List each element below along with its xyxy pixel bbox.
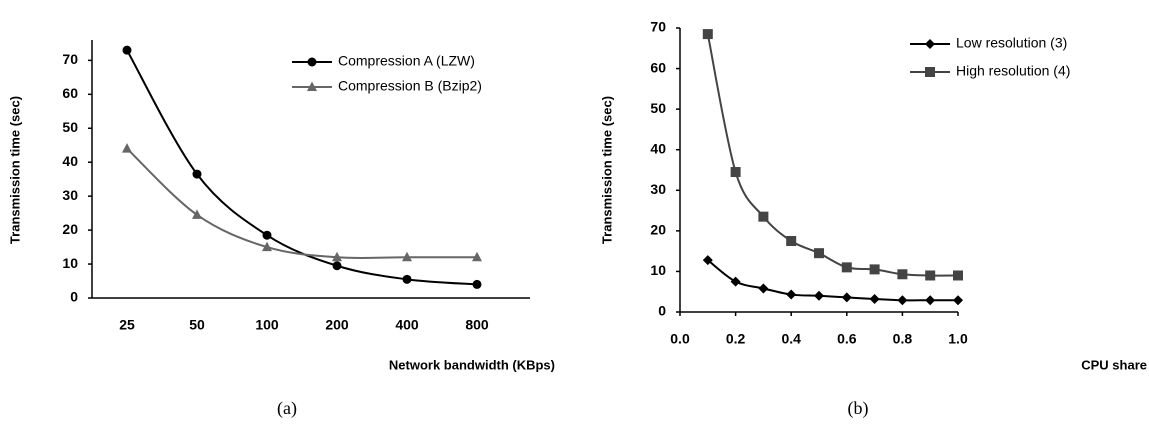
data-point xyxy=(262,230,272,240)
data-point xyxy=(402,274,412,284)
legend-marker xyxy=(307,57,317,67)
data-point xyxy=(472,279,482,289)
data-point xyxy=(869,264,880,275)
data-point xyxy=(897,295,908,306)
y-axis-title: Transmission time (sec) xyxy=(7,96,22,244)
series-line xyxy=(706,33,959,277)
caption: (b) xyxy=(848,398,869,419)
x-tick-label: 0.8 xyxy=(893,331,913,347)
x-tick-label: 1.0 xyxy=(948,331,968,347)
data-point xyxy=(192,169,202,179)
data-point xyxy=(262,241,272,252)
data-point xyxy=(730,276,741,287)
x-tick-label: 0.2 xyxy=(726,331,746,347)
data-point xyxy=(702,255,713,266)
data-point xyxy=(472,251,482,262)
y-tick-label: 70 xyxy=(62,51,78,67)
data-point xyxy=(897,269,908,280)
y-tick-label: 20 xyxy=(650,222,666,238)
legend-label: Compression B (Bzip2) xyxy=(338,78,482,94)
y-tick-label: 30 xyxy=(650,181,666,197)
data-point xyxy=(702,29,713,40)
y-tick-label: 40 xyxy=(650,140,666,156)
data-point xyxy=(758,211,769,222)
x-tick-label: 200 xyxy=(325,317,349,333)
data-point xyxy=(402,251,412,262)
data-point xyxy=(814,248,824,259)
data-point xyxy=(122,143,132,153)
y-tick-label: 40 xyxy=(62,153,78,169)
data-point xyxy=(332,251,342,262)
legend-label: High resolution (4) xyxy=(956,63,1070,79)
x-axis-title: CPU share xyxy=(1081,357,1147,372)
y-tick-label: 0 xyxy=(658,303,666,319)
x-tick-label: 50 xyxy=(189,317,205,333)
y-tick-label: 0 xyxy=(70,289,78,305)
legend-label: Compression A (LZW) xyxy=(338,53,475,69)
y-tick-label: 50 xyxy=(62,119,78,135)
data-point xyxy=(925,295,936,306)
legend-label: Low resolution (3) xyxy=(956,35,1067,51)
x-tick-label: 400 xyxy=(395,317,419,333)
data-point xyxy=(925,270,936,281)
y-tick-label: 50 xyxy=(650,100,666,116)
y-tick-label: 20 xyxy=(62,221,78,237)
series-line xyxy=(126,147,477,260)
x-axis-title: Network bandwidth (KBps) xyxy=(389,357,555,372)
data-point xyxy=(869,294,880,305)
legend-marker xyxy=(925,67,935,77)
y-tick-label: 60 xyxy=(650,59,666,75)
data-point xyxy=(786,236,797,246)
data-point xyxy=(814,290,824,301)
data-point xyxy=(122,45,132,55)
data-point xyxy=(953,270,963,281)
legend-marker xyxy=(925,39,935,49)
caption: (a) xyxy=(277,398,297,419)
data-point xyxy=(758,283,769,294)
data-point xyxy=(841,292,852,303)
x-tick-label: 0.0 xyxy=(670,331,690,347)
data-point xyxy=(953,295,963,306)
x-tick-label: 0.6 xyxy=(837,331,857,347)
y-tick-label: 10 xyxy=(650,262,666,278)
x-tick-label: 25 xyxy=(119,317,135,333)
data-point xyxy=(786,289,797,300)
data-point xyxy=(730,167,741,178)
y-tick-label: 10 xyxy=(62,255,78,271)
y-tick-label: 60 xyxy=(62,85,78,101)
y-tick-label: 30 xyxy=(62,187,78,203)
y-tick-label: 70 xyxy=(650,19,666,35)
data-point xyxy=(841,262,852,273)
y-axis-title: Transmission time (sec) xyxy=(599,96,614,244)
legend-marker xyxy=(307,81,317,91)
x-tick-label: 800 xyxy=(465,317,489,333)
data-point xyxy=(332,261,342,271)
x-tick-label: 100 xyxy=(255,317,279,333)
x-tick-label: 0.4 xyxy=(781,331,801,347)
data-point xyxy=(192,209,202,219)
series-line xyxy=(707,259,958,302)
